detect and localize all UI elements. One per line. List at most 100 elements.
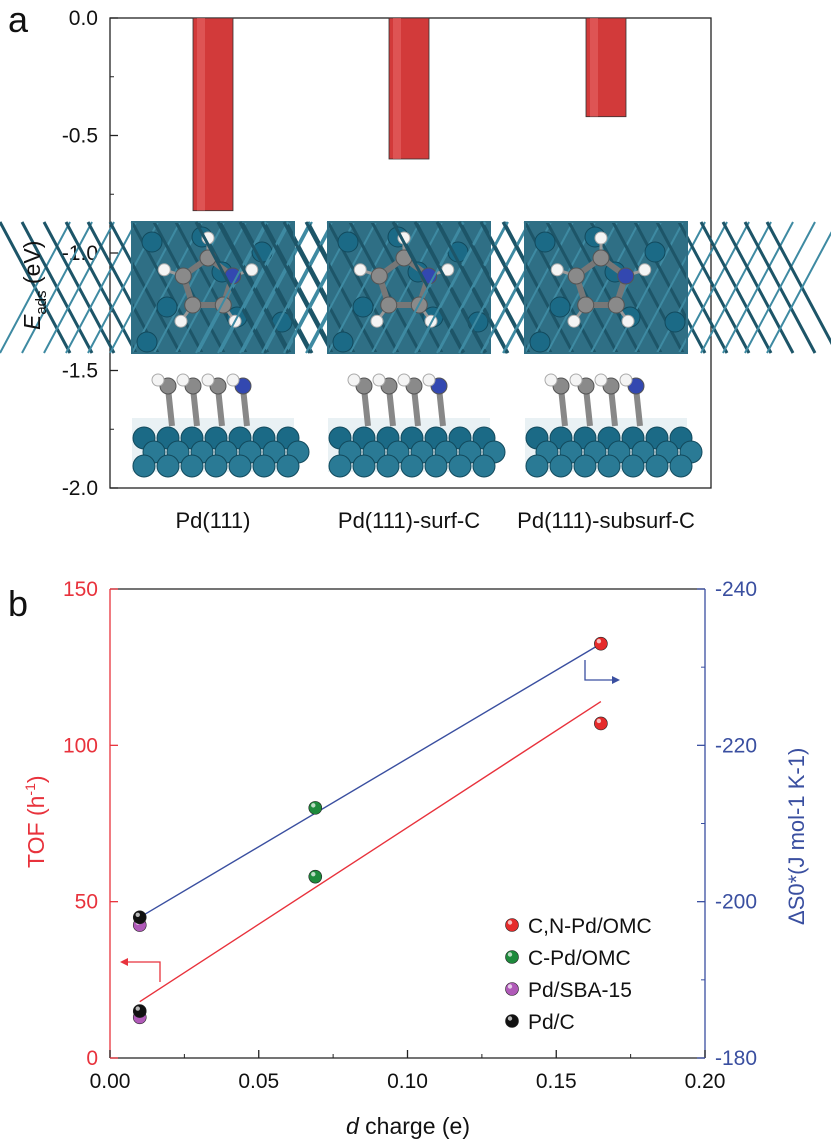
panel-b-right-y-ticks: -180 -200 -220 -240 bbox=[697, 578, 757, 1070]
pd-atom-side bbox=[328, 454, 352, 478]
b-left-tick-label: 0 bbox=[86, 1047, 98, 1070]
lattice-bond bbox=[414, 221, 486, 354]
side-h-atom bbox=[397, 373, 411, 387]
panel-a-y-ticks: 0.0 -0.5 -1.0 -1.5 -2.0 bbox=[62, 7, 118, 500]
pd-atom-side bbox=[448, 454, 472, 478]
b-right-tick-label: -220 bbox=[715, 734, 757, 757]
panel-b-legend: C,N-Pd/OMC C-Pd/OMC Pd/SBA-15 Pd/C bbox=[505, 915, 652, 1034]
pd-atom bbox=[529, 331, 551, 353]
lattice-bond bbox=[678, 221, 750, 354]
lattice-bond bbox=[327, 221, 399, 354]
pd-atom bbox=[664, 311, 686, 333]
side-h-atom bbox=[347, 373, 361, 387]
lattice-bond bbox=[722, 221, 794, 354]
b-right-tick-label: -240 bbox=[715, 578, 757, 601]
point-tof-1 bbox=[594, 716, 608, 731]
pd-atom-side bbox=[180, 454, 204, 478]
b-x-tick-label: 0.10 bbox=[387, 1070, 428, 1093]
panel-b-x-ticks: 0.00 0.05 0.10 0.15 0.20 bbox=[90, 1050, 726, 1093]
point-ds-2 bbox=[308, 801, 323, 815]
side-h-atom bbox=[372, 373, 386, 387]
lattice-bond bbox=[65, 221, 137, 354]
b-x-tick-label: 0.15 bbox=[536, 1070, 577, 1093]
pd-atom bbox=[156, 296, 178, 318]
legend-label: C,N-Pd/OMC bbox=[528, 915, 652, 938]
lattice-bond bbox=[634, 221, 706, 354]
h-atom bbox=[370, 314, 384, 328]
panel-b-left-y-label: TOF (h-1) bbox=[22, 775, 49, 868]
bar-highlight bbox=[197, 18, 205, 211]
point-ds-4 bbox=[132, 910, 147, 925]
pd-atom bbox=[337, 231, 359, 253]
lattice-bond bbox=[568, 221, 640, 354]
point-tof-4-shine bbox=[135, 1006, 140, 1011]
lattice-bond bbox=[656, 221, 728, 354]
pd-atom-side bbox=[132, 454, 156, 478]
pd-atom-side bbox=[472, 454, 496, 478]
panel-b-right-y-label: ΔS0*(J mol-1 K-1) bbox=[784, 748, 809, 925]
tof-label-end: ) bbox=[23, 775, 49, 783]
pd-atom-side bbox=[204, 454, 228, 478]
pd-atom bbox=[332, 331, 354, 353]
a-y-tick-label: -0.5 bbox=[62, 125, 98, 148]
pd-atom-side bbox=[376, 454, 400, 478]
pd-atom-side bbox=[597, 454, 621, 478]
c-atom bbox=[577, 296, 595, 314]
top-view-border bbox=[524, 221, 688, 354]
pd-atom bbox=[141, 231, 163, 253]
b-left-tick-label: 50 bbox=[75, 891, 98, 914]
tof-fit-line bbox=[139, 700, 602, 1003]
point-tof-2-shine bbox=[311, 871, 316, 877]
pd-atom-side bbox=[621, 454, 645, 478]
panel-a-y-axis-label: Eads (eV) bbox=[19, 241, 50, 330]
legend-marker-shine bbox=[507, 952, 513, 957]
legend-label: C-Pd/OMC bbox=[528, 947, 631, 970]
y-label-e: E bbox=[19, 314, 45, 330]
c-atom bbox=[380, 296, 398, 314]
h-atom bbox=[638, 263, 652, 277]
pd-atom-side bbox=[669, 454, 693, 478]
bar-highlight bbox=[590, 18, 598, 117]
side-h-atom bbox=[544, 373, 558, 387]
pd-atom-side bbox=[156, 454, 180, 478]
side-h-atom bbox=[151, 373, 165, 387]
a-x-category-label: Pd(111)-subsurf-C bbox=[517, 508, 695, 533]
h-atom bbox=[550, 263, 564, 277]
h-atom bbox=[594, 231, 608, 245]
a-x-category-label: Pd(111)-surf-C bbox=[338, 508, 480, 533]
panel-b-x-axis-label: d charge (e) bbox=[346, 1113, 470, 1139]
pd-atom-side bbox=[276, 454, 300, 478]
x-label-rest: charge (e) bbox=[359, 1113, 470, 1139]
point-ds-4-shine bbox=[135, 912, 140, 917]
point-tof-4 bbox=[132, 1004, 147, 1018]
lattice-bond bbox=[766, 231, 831, 354]
a-x-category-label: Pd(111) bbox=[175, 508, 250, 533]
lattice-bond bbox=[524, 221, 596, 354]
lattice-bond bbox=[131, 221, 203, 354]
h-atom bbox=[621, 314, 635, 328]
ds-fit-line bbox=[139, 643, 602, 918]
legend-marker bbox=[505, 950, 519, 964]
b-x-tick-label: 0.00 bbox=[90, 1070, 131, 1093]
b-right-tick-label: -180 bbox=[715, 1047, 757, 1070]
b-right-tick-label: -200 bbox=[715, 891, 757, 914]
panel-a-bars bbox=[192, 17, 627, 212]
side-h-atom bbox=[176, 373, 190, 387]
legend-marker bbox=[505, 1014, 519, 1028]
point-ds-1 bbox=[594, 636, 608, 651]
tof-label: TOF (h bbox=[23, 796, 49, 868]
y-label-unit: (eV) bbox=[19, 241, 45, 291]
a-y-tick-label: 0.0 bbox=[69, 7, 98, 30]
lattice-bond bbox=[371, 221, 443, 354]
pd-atom bbox=[534, 231, 556, 253]
b-x-tick-label: 0.20 bbox=[685, 1070, 726, 1093]
pd-atom-side bbox=[400, 454, 424, 478]
c-atom bbox=[370, 267, 388, 285]
pd-atom-side bbox=[549, 454, 573, 478]
bar-highlight bbox=[393, 18, 401, 159]
lattice-bond bbox=[744, 221, 816, 354]
legend-label: Pd/SBA-15 bbox=[528, 979, 632, 1002]
panel-b-points bbox=[132, 636, 608, 1025]
legend-label: Pd/C bbox=[528, 1011, 575, 1034]
